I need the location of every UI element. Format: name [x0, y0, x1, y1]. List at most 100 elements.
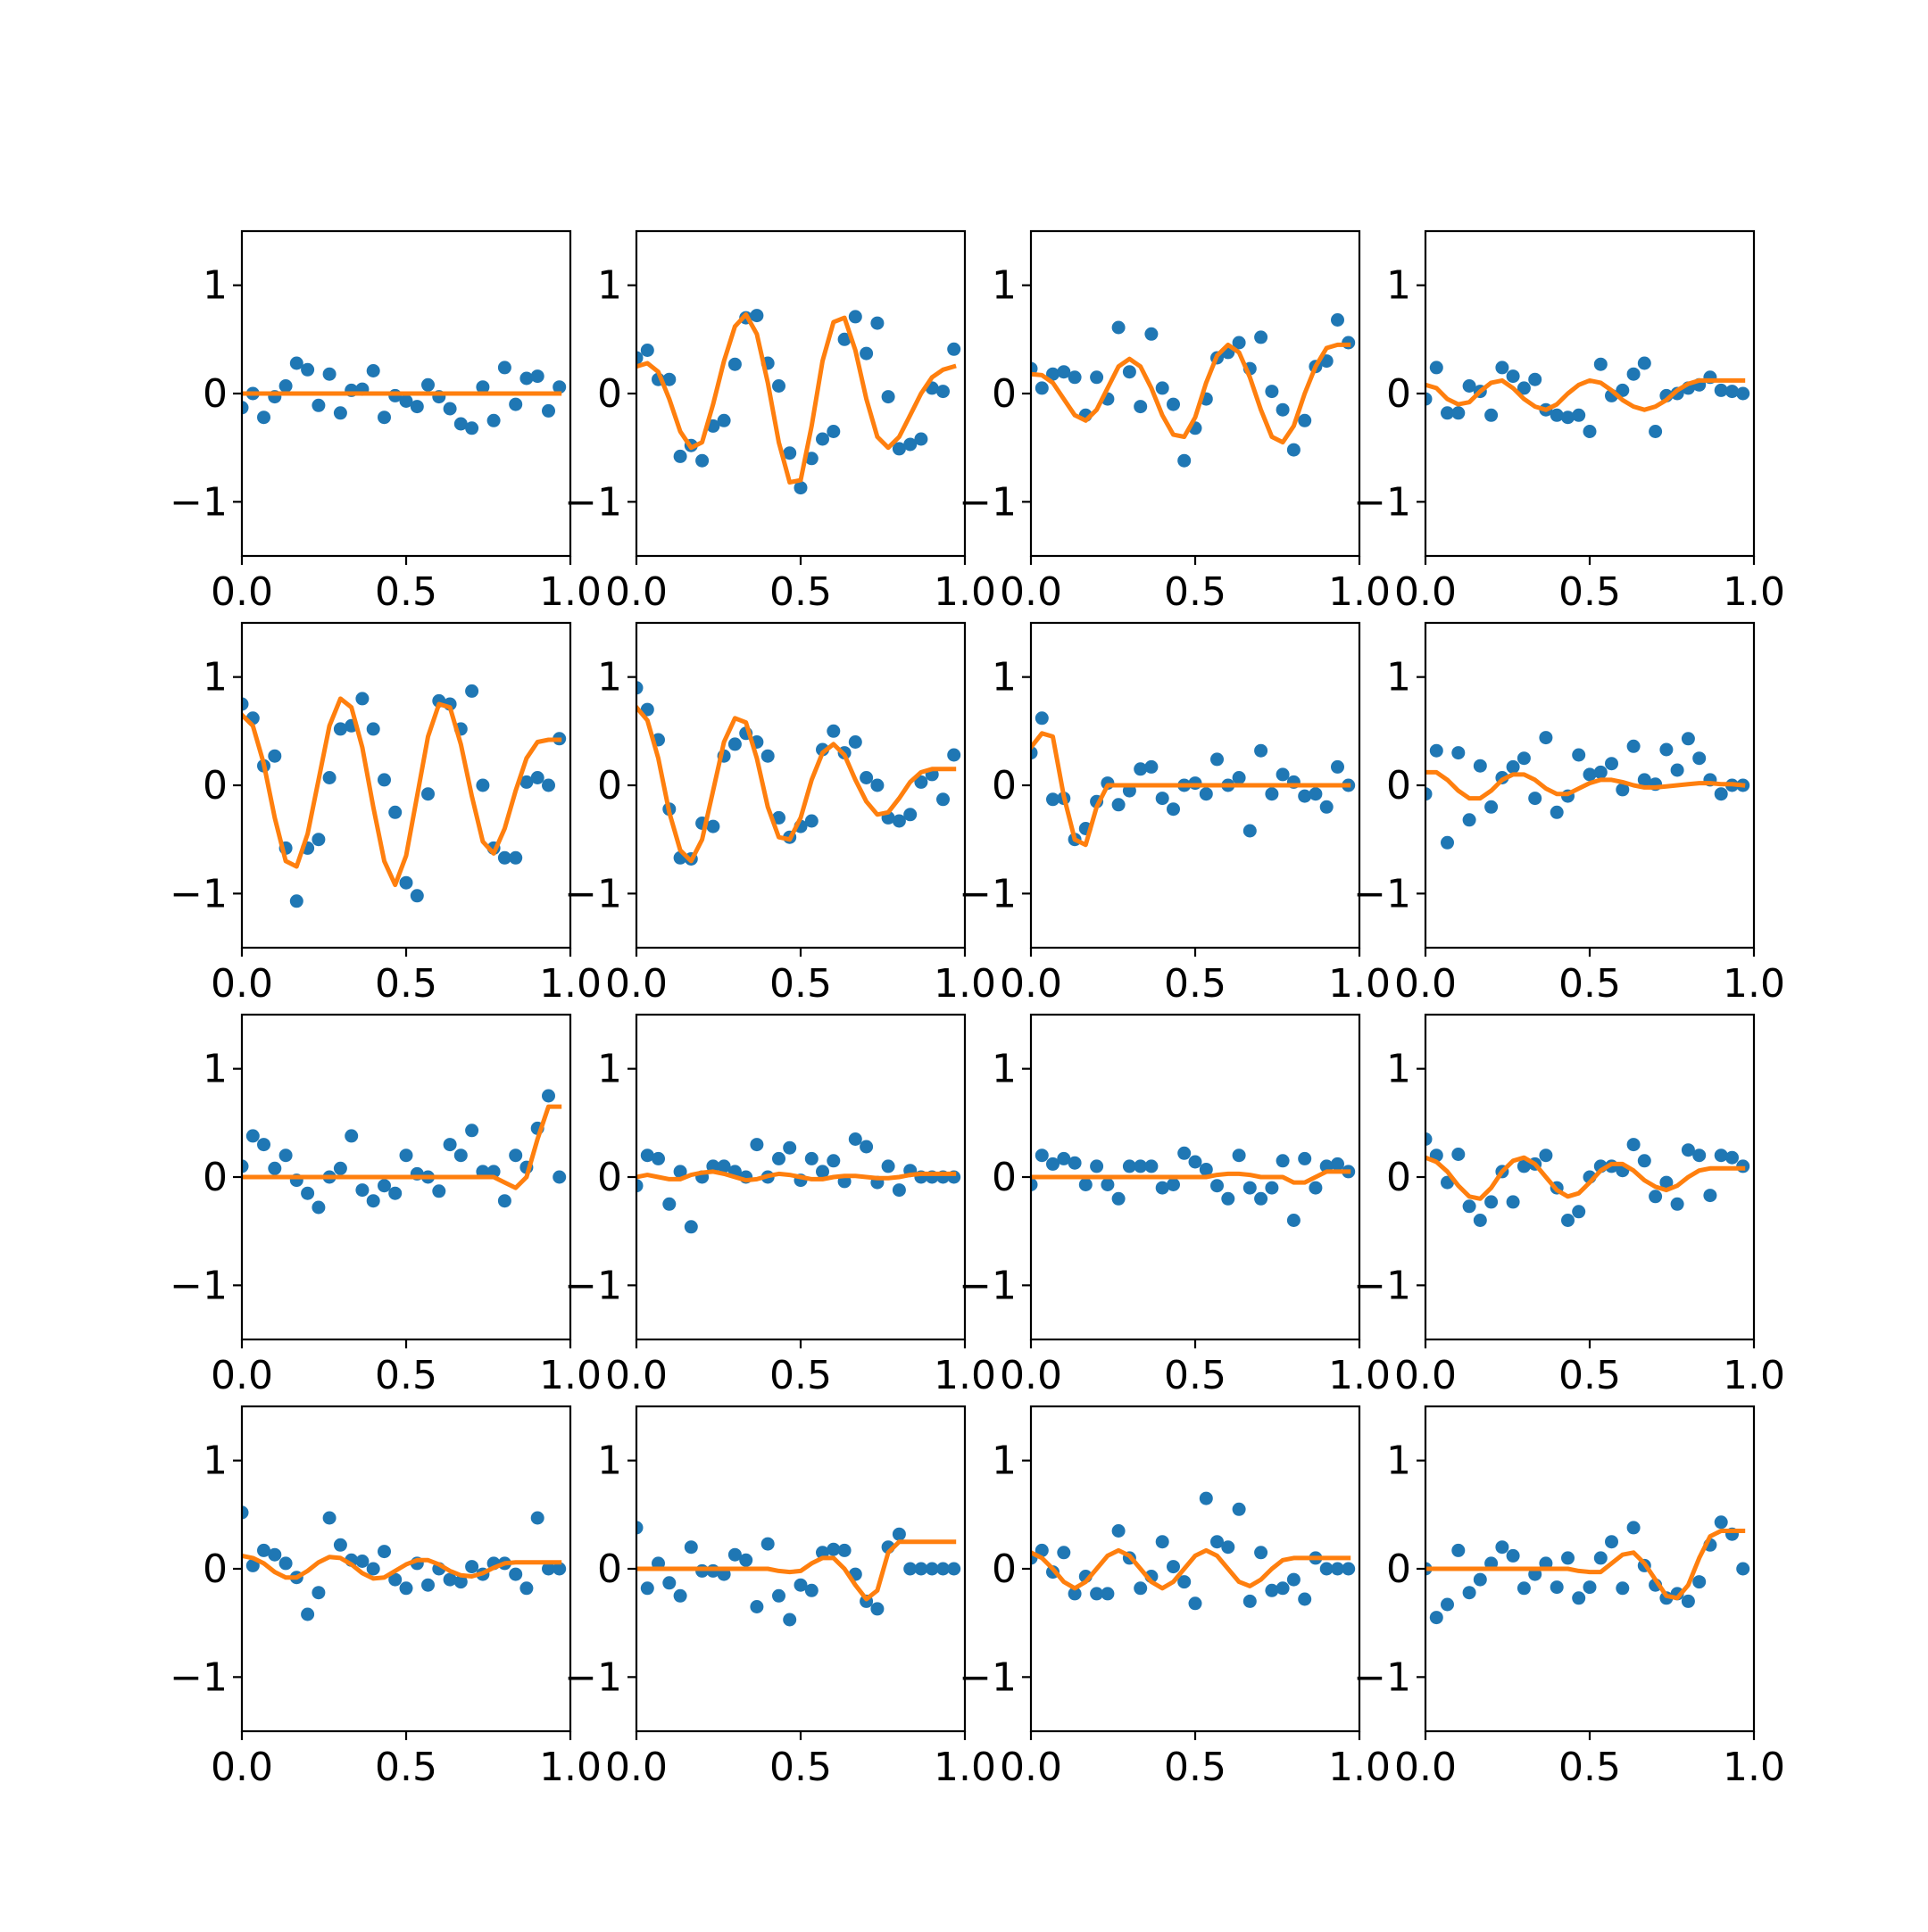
data-point	[827, 1154, 841, 1168]
axes-frame	[635, 229, 967, 558]
y-tick-label: 0	[992, 763, 1017, 808]
data-point	[1605, 1535, 1618, 1549]
data-point	[476, 778, 490, 792]
data-point	[1626, 1521, 1641, 1535]
data-point	[366, 722, 380, 736]
data-point	[421, 787, 435, 801]
x-tick-label: 0.5	[1164, 1745, 1226, 1790]
data-point	[1155, 381, 1169, 395]
data-point	[1134, 762, 1148, 776]
y-tick-label: 0	[597, 1155, 622, 1200]
y-tick-label: −1	[170, 871, 228, 916]
data-point	[1309, 787, 1323, 801]
y-tick-label: −1	[170, 479, 228, 525]
data-point	[1035, 1543, 1049, 1557]
data-point	[1572, 748, 1586, 762]
data-point	[421, 1578, 435, 1592]
data-point	[399, 394, 413, 408]
data-point	[312, 398, 326, 412]
data-point	[1155, 792, 1169, 806]
data-point	[636, 1521, 644, 1535]
data-point	[1572, 1591, 1586, 1605]
y-tick-label: 1	[597, 263, 622, 309]
data-point	[1681, 1594, 1695, 1608]
data-point	[1517, 1159, 1531, 1173]
data-point	[465, 421, 479, 435]
data-point	[1221, 1540, 1235, 1555]
data-point	[936, 1562, 950, 1576]
data-point	[1144, 1159, 1159, 1173]
y-tick-label: 1	[203, 263, 228, 309]
data-point	[355, 1555, 370, 1568]
data-point	[947, 1562, 961, 1576]
data-point	[1177, 453, 1192, 468]
data-point	[881, 390, 895, 404]
x-tick-label: 1.0	[934, 961, 996, 1007]
data-point	[860, 1140, 874, 1154]
data-point	[1286, 1214, 1301, 1227]
data-point	[242, 1505, 249, 1520]
data-point	[1057, 365, 1071, 379]
data-point	[1068, 370, 1082, 385]
data-point	[1626, 367, 1641, 381]
data-point	[816, 1165, 829, 1179]
data-point	[1342, 1562, 1356, 1576]
data-point	[1593, 357, 1608, 371]
y-tick-label: 0	[992, 1155, 1017, 1200]
data-point	[453, 1148, 468, 1163]
data-point	[1681, 732, 1695, 746]
plot-area	[242, 1089, 567, 1215]
data-point	[1188, 1155, 1202, 1169]
data-point	[1134, 400, 1148, 414]
data-point	[1199, 1163, 1213, 1176]
data-point	[695, 453, 710, 468]
x-tick-label: 1.0	[934, 569, 996, 615]
data-point	[1298, 789, 1312, 803]
fit-line	[1425, 1155, 1746, 1201]
data-point	[1703, 1189, 1717, 1203]
data-point	[333, 1538, 347, 1552]
data-point	[1167, 397, 1180, 411]
data-point	[870, 1602, 885, 1616]
data-point	[1276, 1581, 1290, 1596]
subplot-1: 0.0 0.5 1.0 −1 0 1	[170, 229, 602, 615]
data-point	[870, 778, 885, 792]
data-point	[1714, 787, 1728, 801]
y-tick-label: −1	[959, 871, 1017, 916]
data-point	[837, 332, 852, 346]
x-tick-label: 0.0	[1000, 1745, 1062, 1790]
data-point	[1714, 1515, 1728, 1530]
data-point	[936, 385, 950, 399]
data-point	[1725, 1150, 1739, 1165]
data-point	[1626, 1138, 1641, 1152]
y-tick-label: 1	[1386, 655, 1411, 701]
y-tick-label: 1	[992, 1047, 1017, 1092]
data-point	[816, 432, 829, 446]
data-point	[1331, 1157, 1344, 1171]
data-point	[1144, 327, 1159, 341]
data-point	[278, 379, 293, 393]
x-tick-label: 0.5	[769, 961, 832, 1007]
data-point	[925, 1562, 939, 1576]
data-point	[1714, 1148, 1728, 1163]
data-point	[443, 1138, 457, 1152]
data-point	[1736, 1562, 1750, 1576]
data-point	[794, 481, 808, 495]
y-tick-label: 1	[1386, 1047, 1411, 1092]
data-point	[662, 372, 677, 386]
data-point	[1692, 1148, 1707, 1163]
data-point	[366, 1194, 380, 1208]
y-tick-label: 1	[203, 655, 228, 701]
data-point	[1462, 379, 1476, 393]
y-tick-label: 1	[203, 1047, 228, 1092]
data-point	[640, 344, 654, 357]
data-point	[1254, 743, 1268, 758]
plot-area	[1031, 313, 1356, 468]
data-point	[1319, 800, 1334, 814]
data-point	[727, 737, 742, 751]
data-point	[1506, 759, 1520, 774]
data-point	[1265, 385, 1279, 399]
data-point	[1101, 1587, 1115, 1601]
data-point	[1265, 1181, 1279, 1195]
data-point	[289, 894, 303, 908]
